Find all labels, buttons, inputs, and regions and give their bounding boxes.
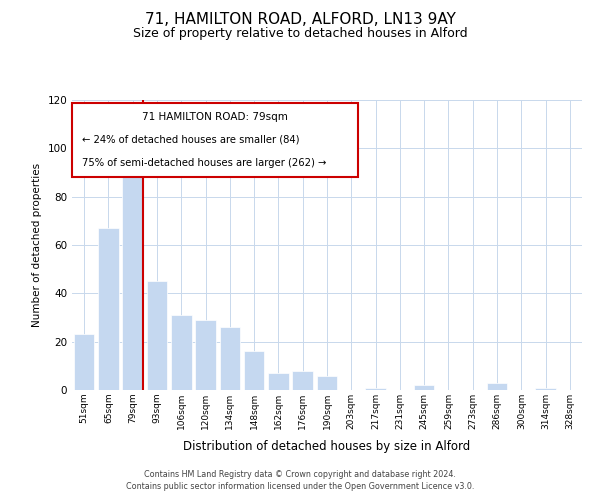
Text: ← 24% of detached houses are smaller (84): ← 24% of detached houses are smaller (84… xyxy=(82,135,300,145)
Bar xyxy=(365,388,386,390)
Bar xyxy=(244,352,265,390)
Text: Size of property relative to detached houses in Alford: Size of property relative to detached ho… xyxy=(133,28,467,40)
X-axis label: Distribution of detached houses by size in Alford: Distribution of detached houses by size … xyxy=(184,440,470,454)
Bar xyxy=(146,281,167,390)
Text: Contains HM Land Registry data © Crown copyright and database right 2024.: Contains HM Land Registry data © Crown c… xyxy=(144,470,456,479)
Text: Contains public sector information licensed under the Open Government Licence v3: Contains public sector information licen… xyxy=(126,482,474,491)
Text: 71, HAMILTON ROAD, ALFORD, LN13 9AY: 71, HAMILTON ROAD, ALFORD, LN13 9AY xyxy=(145,12,455,28)
Bar xyxy=(74,334,94,390)
Bar xyxy=(220,327,240,390)
Bar xyxy=(535,388,556,390)
FancyBboxPatch shape xyxy=(72,103,358,177)
Bar xyxy=(98,228,119,390)
Bar xyxy=(122,175,143,390)
Bar xyxy=(195,320,216,390)
Bar xyxy=(317,376,337,390)
Bar xyxy=(414,385,434,390)
Bar xyxy=(171,315,191,390)
Text: 71 HAMILTON ROAD: 79sqm: 71 HAMILTON ROAD: 79sqm xyxy=(142,112,288,122)
Text: 75% of semi-detached houses are larger (262) →: 75% of semi-detached houses are larger (… xyxy=(82,158,326,168)
Bar xyxy=(268,373,289,390)
Bar xyxy=(292,370,313,390)
Bar xyxy=(487,383,508,390)
Y-axis label: Number of detached properties: Number of detached properties xyxy=(32,163,42,327)
